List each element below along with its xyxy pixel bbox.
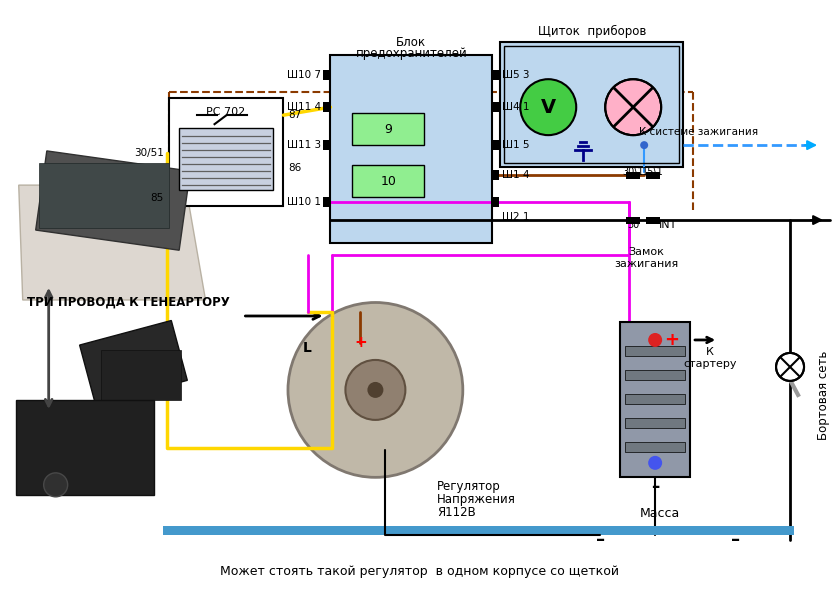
Bar bbox=[16, 400, 153, 495]
Text: –: – bbox=[651, 478, 660, 496]
Circle shape bbox=[648, 333, 662, 347]
Text: +: + bbox=[354, 336, 367, 350]
Ellipse shape bbox=[288, 303, 463, 478]
Bar bbox=[323, 140, 332, 150]
Bar bbox=[491, 140, 499, 150]
Circle shape bbox=[648, 456, 662, 470]
Text: 86: 86 bbox=[288, 163, 302, 173]
Bar bbox=[491, 70, 499, 80]
Bar bbox=[491, 170, 499, 180]
Text: Ш10 7: Ш10 7 bbox=[287, 70, 322, 80]
Bar bbox=[163, 526, 794, 535]
Circle shape bbox=[776, 353, 804, 381]
Text: 87: 87 bbox=[288, 110, 302, 120]
Text: Щиток  приборов: Щиток приборов bbox=[537, 25, 646, 38]
Bar bbox=[625, 370, 685, 380]
Text: К системе зажигания: К системе зажигания bbox=[639, 127, 758, 137]
Bar bbox=[625, 442, 685, 452]
Bar bbox=[494, 140, 501, 150]
Text: Бортовая сеть: Бортовая сеть bbox=[816, 350, 830, 439]
Text: 15\1: 15\1 bbox=[642, 167, 664, 177]
Bar bbox=[39, 163, 168, 228]
Bar bbox=[626, 217, 640, 224]
Bar bbox=[491, 197, 499, 207]
Text: Напряжения: Напряжения bbox=[437, 493, 516, 506]
Text: 10: 10 bbox=[380, 174, 396, 187]
Bar bbox=[353, 113, 424, 145]
Bar bbox=[626, 172, 640, 179]
Bar bbox=[625, 346, 685, 356]
Text: Может стоять такой регулятор  в одном корпусе со щеткой: Может стоять такой регулятор в одном кор… bbox=[220, 565, 618, 578]
Text: V: V bbox=[541, 98, 556, 116]
Bar bbox=[330, 55, 492, 243]
Bar bbox=[80, 321, 188, 405]
Text: Ш1 5: Ш1 5 bbox=[502, 140, 530, 150]
Circle shape bbox=[605, 79, 661, 135]
Bar bbox=[494, 102, 501, 112]
Text: стартеру: стартеру bbox=[683, 359, 737, 369]
Bar bbox=[323, 102, 332, 112]
Text: 30/51: 30/51 bbox=[134, 148, 163, 158]
Text: 9: 9 bbox=[385, 122, 392, 136]
Text: 30\1: 30\1 bbox=[623, 167, 644, 177]
Text: –: – bbox=[731, 531, 740, 549]
Text: 30: 30 bbox=[627, 220, 639, 230]
Bar bbox=[101, 350, 180, 400]
Bar bbox=[500, 42, 683, 167]
Bar bbox=[504, 46, 679, 163]
Bar bbox=[178, 128, 273, 190]
Text: Я112В: Я112В bbox=[437, 506, 476, 519]
Circle shape bbox=[44, 473, 68, 497]
Text: зажигания: зажигания bbox=[614, 259, 678, 269]
Bar bbox=[625, 418, 685, 428]
Circle shape bbox=[640, 141, 648, 149]
Text: Регулятор: Регулятор bbox=[437, 481, 501, 493]
Text: 85: 85 bbox=[150, 193, 163, 203]
Text: Ш11 3: Ш11 3 bbox=[287, 140, 322, 150]
Text: Блок: Блок bbox=[396, 36, 427, 49]
Text: L: L bbox=[303, 341, 312, 355]
Text: Ш2 1: Ш2 1 bbox=[502, 212, 530, 222]
Text: –: – bbox=[596, 531, 605, 549]
Circle shape bbox=[345, 360, 406, 420]
Text: Ш5 3: Ш5 3 bbox=[502, 70, 530, 80]
Bar bbox=[494, 70, 501, 80]
Bar bbox=[491, 102, 499, 112]
Text: предохранителей: предохранителей bbox=[355, 47, 468, 60]
Circle shape bbox=[367, 382, 384, 398]
Bar bbox=[646, 217, 660, 224]
Text: ТРИ ПРОВОДА К ГЕНЕАРТОРУ: ТРИ ПРОВОДА К ГЕНЕАРТОРУ bbox=[28, 296, 230, 309]
Bar bbox=[353, 165, 424, 197]
Text: +: + bbox=[664, 331, 679, 349]
Bar bbox=[646, 172, 660, 179]
Bar bbox=[625, 394, 685, 404]
Text: Ш11 4: Ш11 4 bbox=[287, 102, 322, 112]
Text: К: К bbox=[706, 347, 714, 357]
Text: Замок: Замок bbox=[628, 247, 664, 257]
Text: Масса: Масса bbox=[640, 507, 680, 520]
Bar bbox=[323, 197, 332, 207]
Text: Ш10 1: Ш10 1 bbox=[287, 197, 322, 207]
Text: Ш1 4: Ш1 4 bbox=[502, 170, 530, 180]
Bar bbox=[168, 98, 283, 206]
Text: РС 702: РС 702 bbox=[206, 107, 246, 117]
Bar bbox=[323, 70, 332, 80]
Polygon shape bbox=[18, 185, 205, 300]
Bar bbox=[36, 151, 190, 250]
Bar bbox=[620, 322, 691, 477]
Text: Ш4 1: Ш4 1 bbox=[502, 102, 530, 112]
Circle shape bbox=[520, 79, 577, 135]
Text: INT: INT bbox=[659, 220, 677, 230]
